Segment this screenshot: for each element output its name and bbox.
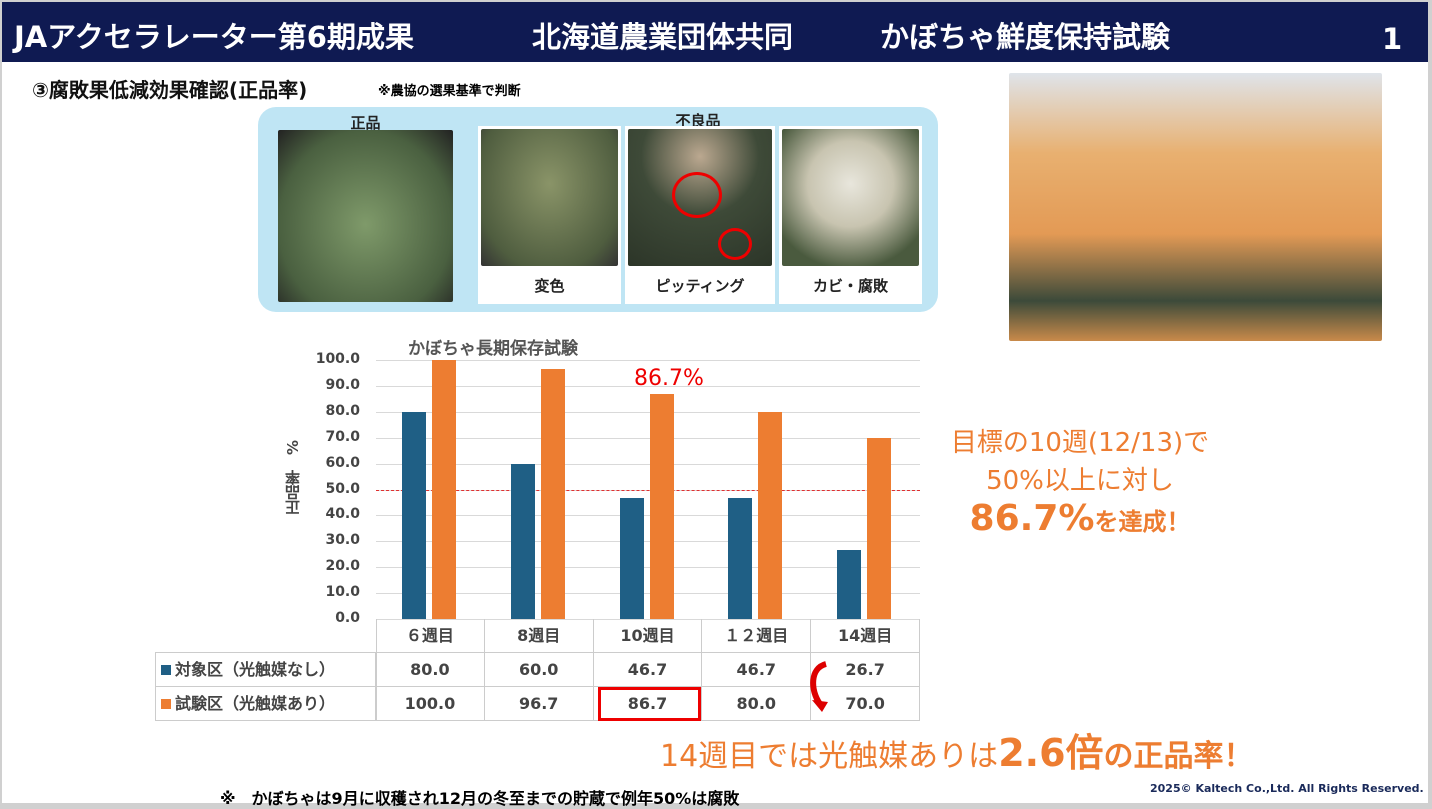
bar-0-2 <box>619 498 644 619</box>
data-label: 60.0 <box>484 653 594 687</box>
bar-0-0 <box>402 411 426 619</box>
gridline <box>376 385 920 387</box>
section-title: ③腐敗果低減効果確認(正品率) <box>32 78 308 102</box>
legend-1: 試験区（光触媒あり） <box>155 687 376 721</box>
storage-crates-photo <box>1009 73 1382 341</box>
data-label: 46.7 <box>593 653 703 687</box>
good-pumpkin-photo <box>278 130 453 302</box>
legend-0: 対象区（光触媒なし） <box>155 653 376 687</box>
callout-big: 86.7% <box>969 498 1095 539</box>
gridline <box>376 567 920 569</box>
category-label: 14週目 <box>811 619 920 653</box>
bar-1-2 <box>649 394 674 619</box>
curved-arrow-icon <box>810 661 828 712</box>
header-bar: JAアクセラレーター第6期成果 北海道農業団体共同 かぼちゃ鮮度保持試験 1 <box>2 2 1428 62</box>
mold-photo <box>782 129 919 266</box>
annotation-86-7: 86.7% <box>634 366 704 391</box>
header-subtitle: 北海道農業団体共同 <box>532 20 794 54</box>
data-label: 46.7 <box>702 653 812 687</box>
bottom-callout-big: 2.6倍 <box>998 731 1104 775</box>
data-label: 96.7 <box>484 687 594 721</box>
y-axis-label: 正品率 % <box>284 440 302 516</box>
data-label: 80.0 <box>376 653 485 687</box>
category-label: 10週目 <box>593 619 703 653</box>
y-tick-label: 0.0 <box>335 610 360 626</box>
data-label: 100.0 <box>376 687 485 721</box>
y-tick-label: 10.0 <box>325 584 360 601</box>
highlight-circle <box>718 228 752 260</box>
y-tick-label: 100.0 <box>315 351 360 367</box>
good-label: 正品 <box>350 114 381 132</box>
gridline <box>376 515 920 517</box>
header-title: JAアクセラレーター第6期成果 <box>14 20 414 54</box>
defect-discolor: 変色 <box>478 275 621 296</box>
header-subtitle2: かぼちゃ鮮度保持試験 <box>880 20 1171 54</box>
bar-0-4 <box>837 549 862 619</box>
gridline <box>376 411 920 413</box>
bar-0-3 <box>728 498 753 619</box>
highlight-box <box>598 687 701 721</box>
chart-title: かぼちゃ長期保存試験 <box>408 339 578 359</box>
y-tick-label: 40.0 <box>325 506 360 523</box>
highlight-circle <box>672 172 722 218</box>
callout-line1: 目標の10週(12/13)で <box>950 428 1210 458</box>
callout-line2: 50%以上に対し <box>986 466 1174 496</box>
defect-label: 不良品 <box>675 112 721 130</box>
bar-1-3 <box>758 411 783 619</box>
category-label: 8週目 <box>484 619 594 653</box>
bar-1-0 <box>432 360 456 619</box>
copyright: 2025© Kaltech Co.,Ltd. All Rights Reserv… <box>1150 782 1424 795</box>
reference-line <box>376 489 920 491</box>
data-label: 80.0 <box>702 687 812 721</box>
y-tick-label: 20.0 <box>325 558 360 575</box>
gridline <box>376 463 920 465</box>
category-label: ６週目 <box>376 619 485 653</box>
callout: 目標の10週(12/13)で 50%以上に対し 86.7%を達成！ <box>935 424 1225 541</box>
page-number: 1 <box>1382 22 1403 56</box>
bar-1-1 <box>540 368 565 619</box>
y-tick-label: 90.0 <box>325 376 360 393</box>
bar-0-1 <box>510 463 535 619</box>
y-tick-label: 70.0 <box>325 428 360 445</box>
data-label: 70.0 <box>811 687 920 721</box>
gridline <box>376 593 920 595</box>
bottom-callout-tail: の正品率！ <box>1103 739 1254 774</box>
y-tick-label: 30.0 <box>325 532 360 549</box>
bar-1-4 <box>867 437 892 619</box>
section-note: ※農協の選果基準で判断 <box>378 84 521 99</box>
y-tick-label: 80.0 <box>325 402 360 419</box>
callout-tail: を達成！ <box>1094 508 1191 536</box>
y-tick-label: 60.0 <box>325 454 360 471</box>
gridline <box>376 619 920 620</box>
series-name: 対象区（光触媒なし） <box>175 660 336 679</box>
gridline <box>376 360 920 361</box>
bottom-callout-pre: 14週目では光触媒ありは <box>660 739 999 774</box>
bottom-callout: 14週目では光触媒ありは2.6倍の正品率！ <box>660 722 1254 777</box>
gridline <box>376 541 920 543</box>
defect-pitting: ピッティング <box>625 275 775 296</box>
footnote: ※ かぼちゃは9月に収穫され12月の冬至までの貯蔵で例年50%は腐敗 <box>220 789 740 808</box>
category-label: １２週目 <box>702 619 812 653</box>
series-name: 試験区（光触媒あり） <box>175 694 336 713</box>
defect-mold: カビ・腐敗 <box>779 275 922 296</box>
y-tick-label: 50.0 <box>325 480 360 497</box>
data-label: 26.7 <box>811 653 920 687</box>
gridline <box>376 437 920 439</box>
discolor-photo <box>481 129 618 266</box>
